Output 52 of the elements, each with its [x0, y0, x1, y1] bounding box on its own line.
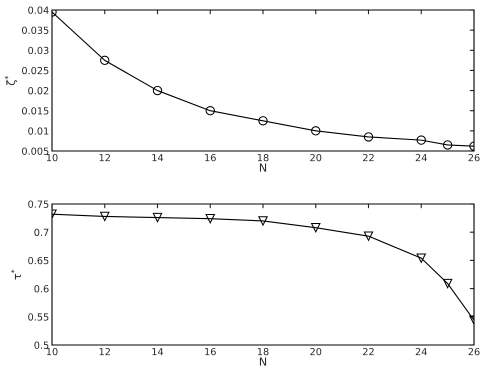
y-tick-label: 0.04 — [28, 6, 49, 14]
y-tick-label: 0.65 — [28, 256, 48, 264]
y-axis-title: ζ$^{*}$ — [4, 76, 18, 86]
point — [152, 86, 162, 96]
point — [100, 212, 110, 222]
point — [258, 116, 268, 126]
x-tick-label: 10 — [46, 154, 58, 162]
x-tick-label: 26 — [468, 348, 480, 356]
x-axis-title: N — [260, 358, 266, 366]
x-tick-label: 26 — [468, 154, 480, 162]
y-tick-label: 0.7 — [34, 228, 48, 236]
point — [152, 212, 162, 222]
y-tick-label: 0.035 — [22, 26, 48, 34]
point — [206, 214, 215, 224]
point — [258, 216, 268, 226]
y-tick-label: 0.55 — [28, 313, 48, 321]
point — [416, 135, 426, 145]
y-tick-label: 0.6 — [34, 285, 49, 292]
point — [311, 126, 320, 136]
x-tick-label: 20 — [310, 348, 322, 356]
x-tick-label: 24 — [416, 154, 427, 162]
y-tick-label: 0.01 — [28, 127, 48, 135]
x-tick-label: 18 — [258, 154, 269, 162]
x-tick-label: 22 — [363, 348, 374, 356]
x-tick-label: 12 — [100, 348, 110, 356]
x-tick-label: 22 — [363, 154, 374, 162]
point — [311, 223, 320, 232]
y-tick-label: 0.025 — [22, 66, 48, 74]
x-tick-label: 20 — [310, 154, 322, 162]
y-tick-label: 0.5 — [34, 341, 48, 349]
x-tick-label: 18 — [258, 348, 269, 356]
point — [442, 278, 452, 288]
y-axis-title: τ$^{*}$ — [10, 270, 22, 280]
point — [442, 140, 452, 150]
x-tick-label: 14 — [152, 154, 164, 162]
x-tick-label: 16 — [205, 348, 216, 356]
x-axis-title: N — [260, 164, 266, 172]
y-tick-label: 0.005 — [22, 147, 48, 155]
x-tick-label: 24 — [416, 348, 427, 356]
point — [206, 106, 215, 116]
x-tick-label: 14 — [152, 348, 164, 356]
point — [364, 231, 374, 241]
point — [416, 253, 426, 263]
y-tick-label: 0.75 — [28, 200, 48, 208]
y-tick-label: 0.02 — [28, 87, 48, 94]
y-tick-label: 0.03 — [28, 46, 48, 54]
y-tick-label: 0.015 — [22, 107, 48, 115]
point — [100, 56, 110, 66]
point — [364, 132, 374, 142]
x-tick-label: 10 — [46, 348, 58, 356]
x-tick-label: 16 — [205, 154, 216, 162]
x-tick-label: 12 — [100, 154, 110, 162]
